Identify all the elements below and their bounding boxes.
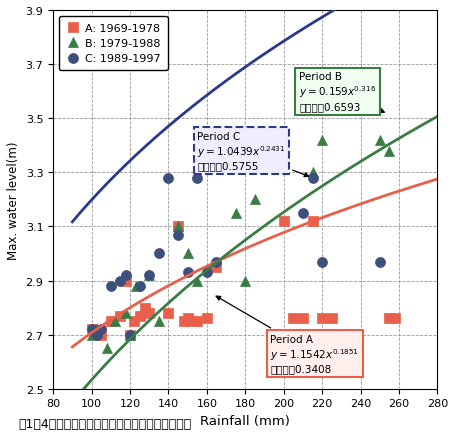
A: 1969-1978: (205, 2.76): 1969-1978: (205, 2.76): [290, 315, 297, 322]
A: 1969-1978: (150, 2.76): 1969-1978: (150, 2.76): [184, 315, 191, 322]
B: 1979-1988: (180, 2.9): 1979-1988: (180, 2.9): [242, 277, 249, 284]
C: 1989-1997: (130, 2.92): 1989-1997: (130, 2.92): [146, 272, 153, 279]
C: 1989-1997: (100, 2.72): 1989-1997: (100, 2.72): [88, 326, 95, 333]
A: 1969-1978: (140, 2.78): 1969-1978: (140, 2.78): [165, 310, 172, 317]
A: 1969-1978: (215, 3.12): 1969-1978: (215, 3.12): [309, 218, 316, 225]
B: 1979-1988: (100, 2.7): 1979-1988: (100, 2.7): [88, 332, 95, 339]
B: 1979-1988: (175, 3.15): 1979-1988: (175, 3.15): [232, 210, 239, 217]
A: 1969-1978: (200, 3.12): 1969-1978: (200, 3.12): [280, 218, 288, 225]
A: 1969-1978: (115, 2.77): 1969-1978: (115, 2.77): [117, 312, 124, 319]
Text: Period A
$y = 1.1542x^{0.1851}$
寄与率＝0.3408: Period A $y = 1.1542x^{0.1851}$ 寄与率＝0.34…: [216, 296, 359, 374]
A: 1969-1978: (258, 2.76): 1969-1978: (258, 2.76): [391, 315, 399, 322]
C: 1989-1997: (103, 2.7): 1989-1997: (103, 2.7): [94, 332, 101, 339]
C: 1989-1997: (155, 3.28): 1989-1997: (155, 3.28): [193, 175, 201, 182]
A: 1969-1978: (255, 2.76): 1969-1978: (255, 2.76): [386, 315, 393, 322]
A: 1969-1978: (130, 2.78): 1969-1978: (130, 2.78): [146, 310, 153, 317]
A: 1969-1978: (118, 2.9): 1969-1978: (118, 2.9): [122, 277, 130, 284]
A: 1969-1978: (160, 2.76): 1969-1978: (160, 2.76): [203, 315, 211, 322]
B: 1979-1988: (155, 2.9): 1979-1988: (155, 2.9): [193, 277, 201, 284]
C: 1989-1997: (125, 2.88): 1989-1997: (125, 2.88): [136, 283, 143, 290]
C: 1989-1997: (135, 3): 1989-1997: (135, 3): [155, 250, 162, 257]
B: 1979-1988: (123, 2.88): 1979-1988: (123, 2.88): [132, 283, 139, 290]
C: 1989-1997: (150, 2.93): 1989-1997: (150, 2.93): [184, 270, 191, 276]
A: 1969-1978: (105, 2.7): 1969-1978: (105, 2.7): [97, 332, 105, 339]
C: 1989-1997: (105, 2.72): 1989-1997: (105, 2.72): [97, 326, 105, 333]
A: 1969-1978: (125, 2.77): 1969-1978: (125, 2.77): [136, 312, 143, 319]
B: 1979-1988: (118, 2.78): 1979-1988: (118, 2.78): [122, 310, 130, 317]
A: 1969-1978: (110, 2.75): 1969-1978: (110, 2.75): [107, 318, 114, 325]
C: 1989-1997: (220, 2.97): 1989-1997: (220, 2.97): [318, 259, 326, 266]
A: 1969-1978: (220, 2.76): 1969-1978: (220, 2.76): [318, 315, 326, 322]
B: 1979-1988: (135, 2.75): 1979-1988: (135, 2.75): [155, 318, 162, 325]
B: 1979-1988: (112, 2.75): 1979-1988: (112, 2.75): [111, 318, 118, 325]
A: 1969-1978: (225, 2.76): 1969-1978: (225, 2.76): [328, 315, 335, 322]
A: 1969-1978: (165, 2.95): 1969-1978: (165, 2.95): [213, 264, 220, 271]
Text: Period B
$y = 0.159x^{0.316}$
寄与率＝0.6593: Period B $y = 0.159x^{0.316}$ 寄与率＝0.6593: [299, 72, 384, 113]
B: 1979-1988: (103, 2.72): 1979-1988: (103, 2.72): [94, 326, 101, 333]
Text: Period C
$y = 1.0439x^{0.2431}$
寄与率＝0.5755: Period C $y = 1.0439x^{0.2431}$ 寄与率＝0.57…: [197, 132, 308, 177]
A: 1969-1978: (155, 2.75): 1969-1978: (155, 2.75): [193, 318, 201, 325]
C: 1989-1997: (250, 2.97): 1989-1997: (250, 2.97): [376, 259, 384, 266]
B: 1979-1988: (220, 3.42): 1979-1988: (220, 3.42): [318, 137, 326, 144]
Legend: A: 1969-1978, B: 1979-1988, C: 1989-1997: A: 1969-1978, B: 1979-1988, C: 1989-1997: [59, 16, 167, 71]
B: 1979-1988: (120, 2.7): 1979-1988: (120, 2.7): [126, 332, 134, 339]
A: 1969-1978: (100, 2.72): 1969-1978: (100, 2.72): [88, 326, 95, 333]
C: 1989-1997: (165, 2.97): 1989-1997: (165, 2.97): [213, 259, 220, 266]
B: 1979-1988: (130, 2.92): 1979-1988: (130, 2.92): [146, 272, 153, 279]
C: 1989-1997: (160, 2.93): 1989-1997: (160, 2.93): [203, 270, 211, 276]
X-axis label: Rainfall (mm): Rainfall (mm): [200, 414, 290, 427]
B: 1979-1988: (185, 3.2): 1979-1988: (185, 3.2): [251, 197, 258, 204]
A: 1969-1978: (145, 3.1): 1969-1978: (145, 3.1): [174, 224, 182, 230]
A: 1969-1978: (128, 2.8): 1969-1978: (128, 2.8): [142, 304, 149, 311]
C: 1989-1997: (120, 2.7): 1989-1997: (120, 2.7): [126, 332, 134, 339]
C: 1989-1997: (210, 3.15): 1989-1997: (210, 3.15): [299, 210, 307, 217]
A: 1969-1978: (122, 2.75): 1969-1978: (122, 2.75): [130, 318, 137, 325]
A: 1969-1978: (152, 2.75): 1969-1978: (152, 2.75): [188, 318, 195, 325]
Text: 図1　4１豪雨における降水量と沼最高水位の比較: 図1 4１豪雨における降水量と沼最高水位の比較: [18, 417, 192, 430]
C: 1989-1997: (145, 3.07): 1989-1997: (145, 3.07): [174, 231, 182, 238]
B: 1979-1988: (255, 3.38): 1979-1988: (255, 3.38): [386, 148, 393, 155]
C: 1989-1997: (115, 2.9): 1989-1997: (115, 2.9): [117, 277, 124, 284]
Y-axis label: Max. water level(m): Max. water level(m): [7, 141, 20, 259]
C: 1989-1997: (140, 3.28): 1989-1997: (140, 3.28): [165, 175, 172, 182]
C: 1989-1997: (110, 2.88): 1989-1997: (110, 2.88): [107, 283, 114, 290]
B: 1979-1988: (250, 3.42): 1979-1988: (250, 3.42): [376, 137, 384, 144]
C: 1989-1997: (118, 2.92): 1989-1997: (118, 2.92): [122, 272, 130, 279]
B: 1979-1988: (145, 3.1): 1979-1988: (145, 3.1): [174, 224, 182, 230]
A: 1969-1978: (210, 2.76): 1969-1978: (210, 2.76): [299, 315, 307, 322]
A: 1969-1978: (148, 2.75): 1969-1978: (148, 2.75): [180, 318, 187, 325]
A: 1969-1978: (120, 2.7): 1969-1978: (120, 2.7): [126, 332, 134, 339]
B: 1979-1988: (108, 2.65): 1979-1988: (108, 2.65): [103, 345, 111, 352]
B: 1979-1988: (150, 3): 1979-1988: (150, 3): [184, 250, 191, 257]
C: 1989-1997: (215, 3.28): 1989-1997: (215, 3.28): [309, 175, 316, 182]
B: 1979-1988: (215, 3.3): 1979-1988: (215, 3.3): [309, 169, 316, 176]
